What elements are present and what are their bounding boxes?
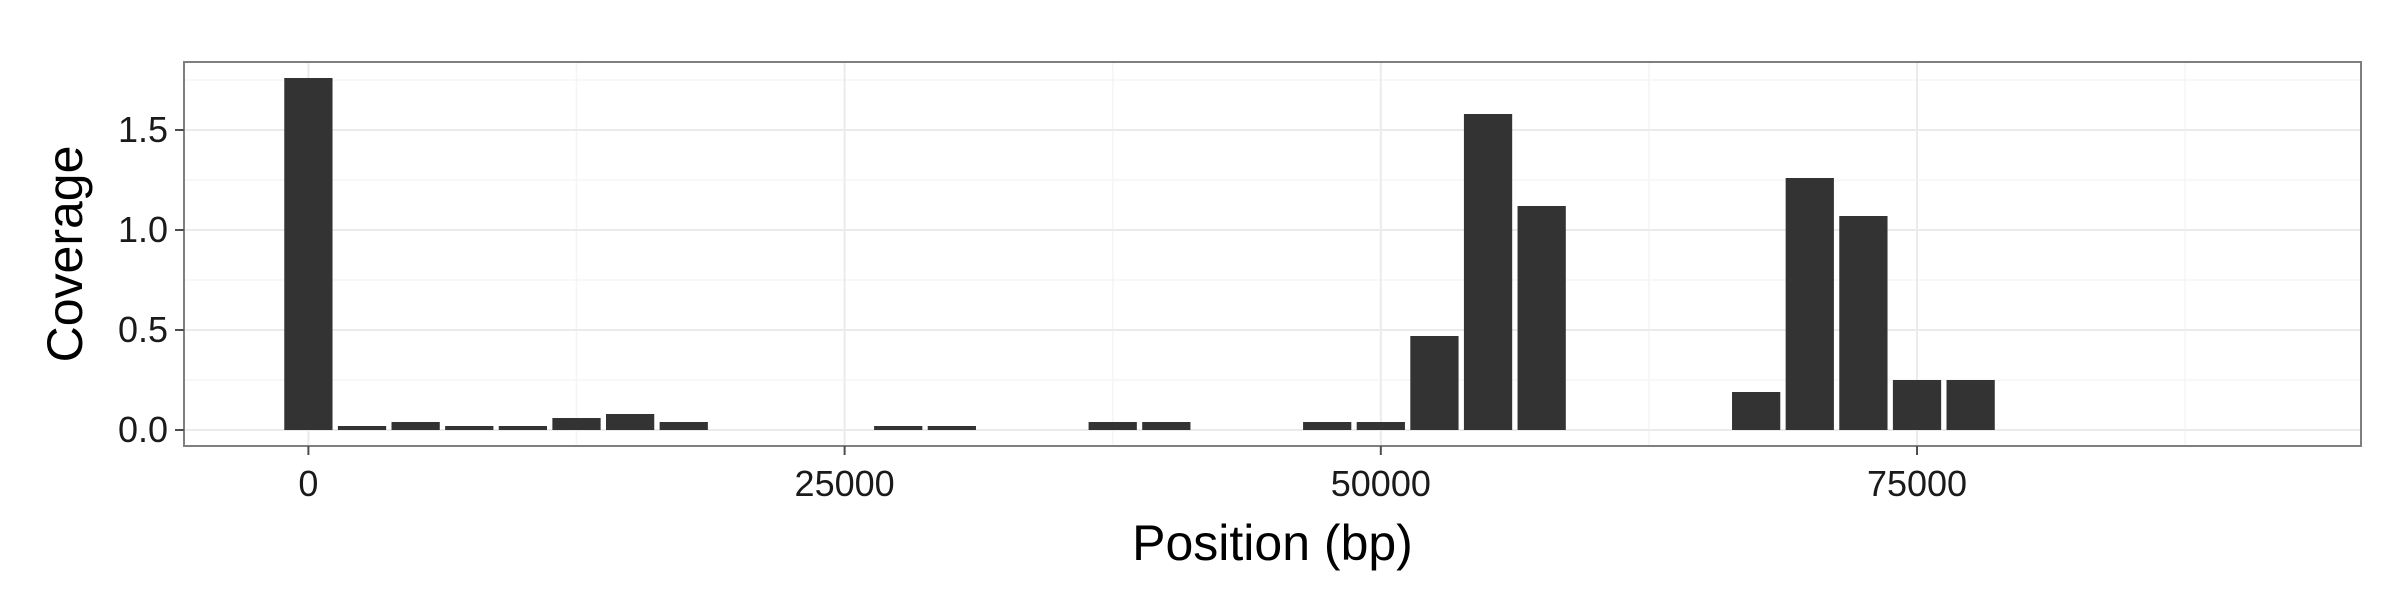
bars — [284, 78, 1995, 430]
panel-border — [183, 61, 2362, 447]
bar — [498, 426, 548, 430]
bar — [1463, 114, 1513, 430]
bar — [927, 426, 976, 430]
bar — [1839, 216, 1888, 430]
bar — [1410, 336, 1459, 430]
bar — [1946, 380, 1995, 430]
bar — [1517, 206, 1566, 430]
bar — [445, 426, 494, 430]
bar — [659, 422, 708, 430]
bar — [391, 422, 440, 430]
x-tick-label: 25000 — [795, 463, 895, 504]
bar — [1732, 392, 1781, 430]
bar — [1303, 422, 1352, 430]
bar — [284, 78, 333, 430]
y-tick-label: 0.0 — [118, 409, 168, 450]
x-tick-label: 75000 — [1867, 463, 1967, 504]
y-tick-label: 1.5 — [118, 109, 168, 150]
bar — [874, 426, 923, 430]
bar — [1356, 422, 1405, 430]
x-tick-label: 0 — [298, 463, 318, 504]
bar — [1142, 422, 1191, 430]
x-tick-label: 50000 — [1331, 463, 1431, 504]
bar — [1892, 380, 1942, 430]
gridlines — [184, 62, 2361, 446]
bar — [1785, 178, 1834, 430]
x-axis-title: Position (bp) — [1132, 515, 1413, 571]
y-tick-label: 0.5 — [118, 309, 168, 350]
bar — [1088, 422, 1137, 430]
y-axis-title: Coverage — [37, 146, 93, 363]
bar — [552, 418, 601, 430]
axes: 0 25000 50000 75000 0.0 0.5 1.0 1.5 — [118, 109, 1967, 504]
bar — [605, 414, 655, 430]
bar — [337, 426, 387, 430]
y-tick-label: 1.0 — [118, 209, 168, 250]
